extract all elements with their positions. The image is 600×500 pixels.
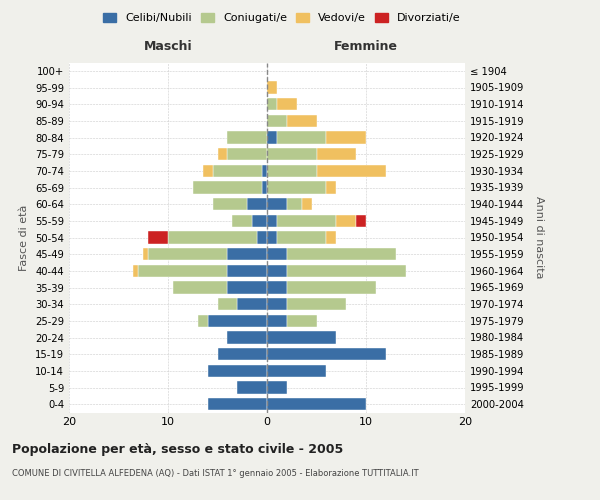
Bar <box>208 364 267 377</box>
Bar <box>267 398 366 410</box>
Bar <box>317 164 386 177</box>
Bar <box>208 398 267 410</box>
Bar <box>148 248 227 260</box>
Text: Maschi: Maschi <box>143 40 193 52</box>
Bar <box>212 164 262 177</box>
Bar <box>267 81 277 94</box>
Bar <box>287 281 376 293</box>
Bar <box>257 231 267 244</box>
Bar <box>267 98 277 110</box>
Bar <box>148 231 168 244</box>
Bar <box>227 281 267 293</box>
Bar <box>356 214 366 227</box>
Bar <box>218 298 238 310</box>
Bar <box>267 248 287 260</box>
Bar <box>287 198 302 210</box>
Bar <box>326 231 336 244</box>
Bar <box>143 248 148 260</box>
Bar <box>203 164 212 177</box>
Bar <box>287 264 406 277</box>
Bar <box>212 198 247 210</box>
Y-axis label: Fasce di età: Fasce di età <box>19 204 29 270</box>
Bar <box>238 298 267 310</box>
Text: COMUNE DI CIVITELLA ALFEDENA (AQ) - Dati ISTAT 1° gennaio 2005 - Elaborazione TU: COMUNE DI CIVITELLA ALFEDENA (AQ) - Dati… <box>12 469 419 478</box>
Bar <box>267 164 317 177</box>
Bar <box>173 281 227 293</box>
Bar <box>227 148 267 160</box>
Bar <box>193 181 262 194</box>
Bar <box>267 281 287 293</box>
Bar <box>267 381 287 394</box>
Bar <box>262 181 267 194</box>
Bar <box>287 248 396 260</box>
Text: Femmine: Femmine <box>334 40 398 52</box>
Bar <box>218 148 227 160</box>
Bar <box>227 264 267 277</box>
Bar <box>267 148 317 160</box>
Bar <box>277 231 326 244</box>
Bar <box>287 298 346 310</box>
Bar <box>267 364 326 377</box>
Bar <box>168 231 257 244</box>
Bar <box>287 114 317 127</box>
Bar <box>198 314 208 327</box>
Bar <box>317 148 356 160</box>
Bar <box>232 214 252 227</box>
Legend: Celibi/Nubili, Coniugati/e, Vedovi/e, Divorziati/e: Celibi/Nubili, Coniugati/e, Vedovi/e, Di… <box>99 8 465 28</box>
Bar <box>208 314 267 327</box>
Text: Popolazione per età, sesso e stato civile - 2005: Popolazione per età, sesso e stato civil… <box>12 442 343 456</box>
Bar <box>267 198 287 210</box>
Bar <box>287 314 317 327</box>
Bar <box>238 381 267 394</box>
Bar <box>267 348 386 360</box>
Bar <box>267 314 287 327</box>
Bar <box>302 198 311 210</box>
Bar <box>252 214 267 227</box>
Bar <box>218 348 267 360</box>
Bar <box>227 248 267 260</box>
Bar <box>227 331 267 344</box>
Bar <box>133 264 138 277</box>
Bar <box>267 264 287 277</box>
Bar <box>326 131 366 144</box>
Bar <box>277 98 296 110</box>
Bar <box>277 131 326 144</box>
Y-axis label: Anni di nascita: Anni di nascita <box>534 196 544 278</box>
Bar <box>267 231 277 244</box>
Bar <box>267 181 326 194</box>
Bar <box>267 214 277 227</box>
Bar <box>139 264 227 277</box>
Bar <box>267 114 287 127</box>
Bar <box>267 298 287 310</box>
Bar <box>277 214 336 227</box>
Bar <box>267 331 337 344</box>
Bar <box>262 164 267 177</box>
Bar <box>247 198 267 210</box>
Bar <box>337 214 356 227</box>
Bar <box>267 131 277 144</box>
Bar <box>227 131 267 144</box>
Bar <box>326 181 336 194</box>
